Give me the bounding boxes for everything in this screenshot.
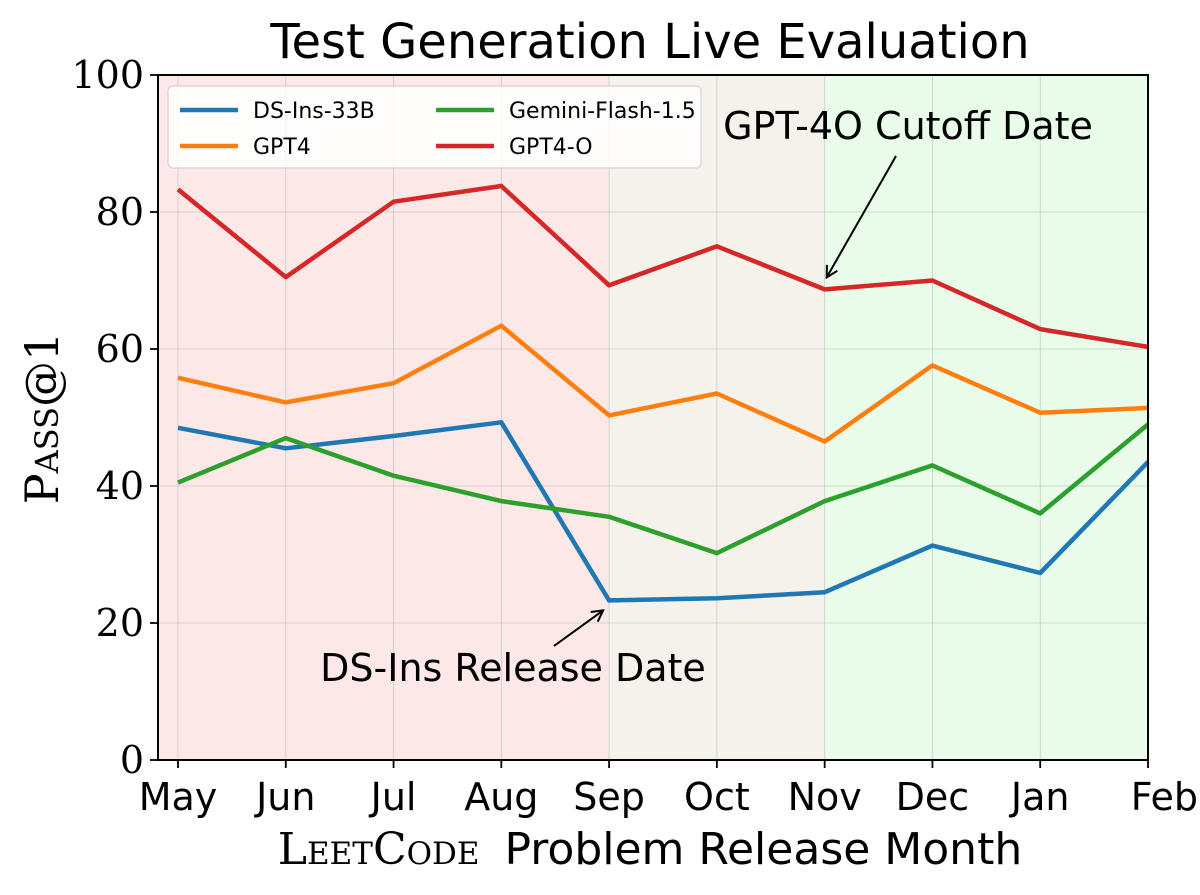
x-axis-label-suffix: Problem Release Month xyxy=(505,824,1023,875)
legend-box xyxy=(167,85,702,169)
legend: DS-Ins-33B GPT4 Gemini-Flash-1.5 GPT4-O xyxy=(167,85,702,169)
background-region-1 xyxy=(158,75,610,760)
series-line-ds-ins-33b xyxy=(177,420,1150,603)
series-line-gemini-flash-1-5 xyxy=(177,422,1150,556)
legend-label: Gemini-Flash-1.5 xyxy=(509,99,696,124)
y-axis-ticks: 0 20 40 60 80 100 xyxy=(71,53,158,782)
x-tick-label: Jun xyxy=(254,775,315,819)
y-tick-label: 60 xyxy=(96,327,144,371)
plot-frame xyxy=(157,74,1149,761)
x-tick-label: Aug xyxy=(464,775,538,819)
background-region-3 xyxy=(824,75,1148,760)
legend-label: GPT4 xyxy=(253,135,311,160)
x-axis-ticks: May Jun Jul Aug Sep Oct Nov Dec Jan Feb xyxy=(139,760,1198,819)
x-axis-label: LeetCode Problem Release Month xyxy=(278,824,1022,875)
x-tick-label: Jul xyxy=(369,775,417,819)
x-tick-label: Sep xyxy=(573,775,645,819)
y-tick-label: 20 xyxy=(96,601,144,645)
x-tick-label: Jan xyxy=(1009,775,1070,819)
annotation-ds-ins-release: DS-Ins Release Date xyxy=(320,646,706,690)
x-axis-label-prefix: LeetCode xyxy=(278,824,480,875)
series-line-gpt4-o xyxy=(176,183,1149,350)
y-tick-label: 40 xyxy=(96,464,144,508)
x-tick-label: Oct xyxy=(684,775,750,819)
series-lines xyxy=(176,183,1150,603)
y-tick-label: 0 xyxy=(120,738,144,782)
annotation-arrow-gpt4o-cutoff xyxy=(827,155,897,277)
series-line-gpt4 xyxy=(177,323,1149,444)
annotation-arrow-ds-ins-release xyxy=(553,610,603,647)
annotation-gpt4o-cutoff: GPT-4O Cutoff Date xyxy=(723,104,1093,148)
x-tick-label: Feb xyxy=(1131,775,1198,819)
annotations: GPT-4O Cutoff Date DS-Ins Release Date xyxy=(320,104,1093,690)
legend-label: DS-Ins-33B xyxy=(253,99,375,124)
x-tick-label: Dec xyxy=(896,775,970,819)
chart-title: Test Generation Live Evaluation xyxy=(269,14,1029,70)
legend-label: GPT4-O xyxy=(509,135,593,160)
x-tick-label: May xyxy=(139,775,218,819)
y-axis-label: Pass@1 xyxy=(15,332,69,505)
x-tick-label: Nov xyxy=(788,775,862,819)
y-tick-label: 100 xyxy=(71,53,144,97)
y-tick-label: 80 xyxy=(96,190,144,234)
